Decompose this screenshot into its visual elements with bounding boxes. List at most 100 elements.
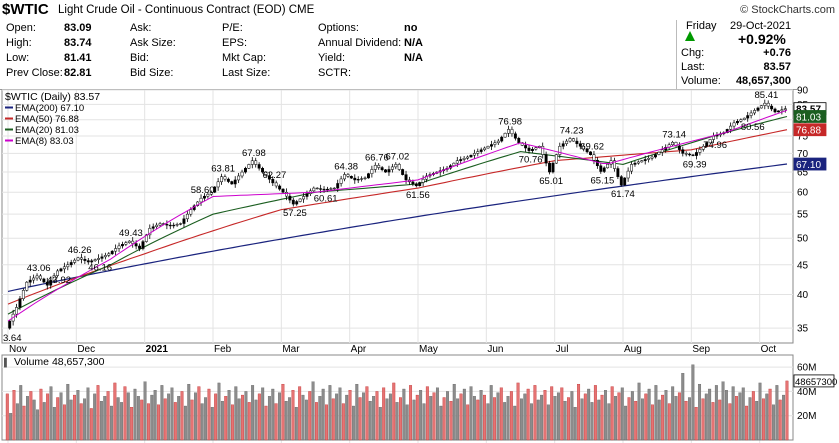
candle-body [630,164,633,172]
candle-body [384,169,387,173]
volume-bar [758,382,762,441]
price-annotation: 85.41 [755,90,779,101]
candle-body [114,248,118,252]
volume-bar [755,400,759,441]
candle-body [701,146,705,150]
volume-bar [704,393,708,441]
volume-bar [200,403,204,441]
candle-body [503,132,507,138]
candle-body [708,139,712,144]
volume-bar [530,403,533,441]
volume-bar [217,382,221,441]
volume-bar [167,393,171,441]
volume-bar [415,394,419,441]
quote-pct-change: +0.92% [738,31,786,47]
candle-body [595,159,599,167]
candle-body [148,228,152,236]
price-annotation: 65.01 [539,176,563,187]
candle-body [582,146,586,150]
volume-bar [284,400,288,441]
candle-body [756,107,760,111]
volume-bar [26,396,29,441]
quote-label-1-2: High: [6,37,32,49]
candle-body [278,185,282,190]
candle-body [56,270,59,276]
candle-body [469,154,473,158]
volume-bar [49,386,53,441]
candle-body [39,275,42,280]
candle-body [592,154,596,161]
candle-body [110,250,114,255]
volume-bar [274,403,278,441]
candle-body [175,224,179,226]
volume-bar [577,383,581,441]
volume-bar [711,402,715,441]
volume-bar [536,399,540,441]
volume-bar [556,392,560,441]
volume-bar [241,394,244,441]
x-tick-label: May [419,344,438,355]
candle-body [349,176,353,179]
candle-body [414,183,418,187]
volume-bar [654,385,658,441]
volume-bar [150,394,154,441]
quote-date: 29-Oct-2021 [730,20,792,32]
volume-bar [486,403,490,441]
candle-body [21,290,25,299]
price-annotation: 49.43 [119,228,143,239]
candle-body [777,110,780,113]
candle-body [572,138,575,142]
candle-body [322,188,326,191]
volume-bar [392,382,396,441]
candle-body [220,176,223,183]
candle-body [377,165,381,168]
candle-body [83,258,87,261]
candle-body [783,108,787,111]
volume-bar [110,405,113,441]
candle-body [261,167,264,173]
candle-body [254,160,258,165]
candle-body [490,144,493,147]
symbol-description: Light Crude Oil - Continuous Contract (E… [58,4,314,16]
volume-bar [462,388,466,441]
volume-bar [173,402,177,441]
candle-body [93,259,97,262]
candle-body [288,195,292,201]
volume-bar [267,396,271,441]
candle-body [257,164,261,169]
volume-bar [5,393,9,441]
y-tick-label: 35 [797,324,809,335]
candle-body [691,154,695,156]
volume-bar [698,383,702,441]
candle-body [151,226,155,229]
volume-bar [318,396,322,441]
volume-bar [725,390,728,441]
volume-bar [503,402,507,441]
quote-label-2-2: Ask Size: [130,37,176,49]
volume-bar [728,403,732,441]
volume-bar [220,400,224,441]
volume-bar [466,404,470,441]
volume-bar [29,391,33,441]
candle-body [244,167,247,173]
y-tick-label: 65 [797,168,809,179]
candle-body [681,149,685,154]
candle-body [401,169,405,175]
quote-day: Friday [686,20,717,32]
volume-bar [163,398,167,441]
candle-body [237,175,241,181]
candle-body [455,160,459,164]
volume-bar [301,394,305,441]
price-annotation: 69.39 [683,160,707,171]
volume-bar [281,383,285,441]
volume-bar [180,391,184,441]
volume-bar [509,391,513,441]
candle-body [626,170,630,179]
volume-bar [600,394,604,441]
price-annotation: 3.64 [3,333,22,344]
price-annotation: 74.96 [703,140,727,151]
volume-bar [435,387,439,441]
volume-bar [395,402,399,441]
volume-bar [9,413,13,441]
volume-bar [738,392,742,441]
